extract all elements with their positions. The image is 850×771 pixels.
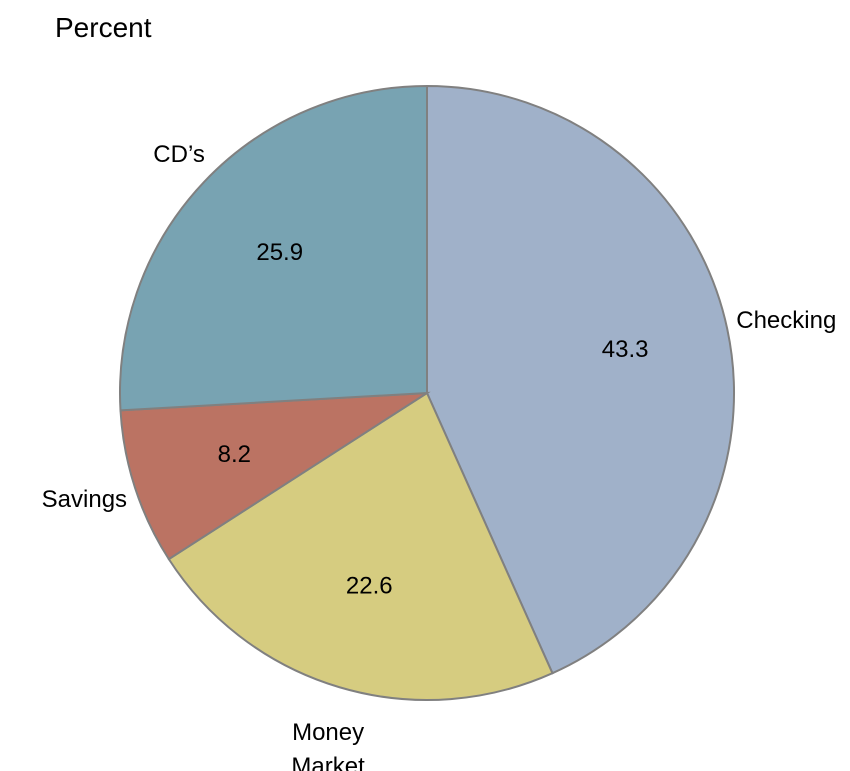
category-label: CD’s bbox=[153, 140, 205, 168]
value-label: 25.9 bbox=[256, 239, 303, 266]
value-label: 8.2 bbox=[218, 441, 251, 468]
pie-slice bbox=[426, 84, 735, 675]
value-label: 43.3 bbox=[602, 336, 649, 363]
category-label: Money Market bbox=[291, 718, 365, 771]
pie-slice bbox=[119, 391, 431, 561]
chart-title: Percent bbox=[55, 12, 152, 43]
pie-slice bbox=[167, 391, 554, 701]
category-label: Checking bbox=[736, 306, 837, 334]
category-label: Savings bbox=[41, 486, 128, 514]
value-label: 22.6 bbox=[346, 573, 393, 600]
pie-slice bbox=[119, 84, 428, 412]
